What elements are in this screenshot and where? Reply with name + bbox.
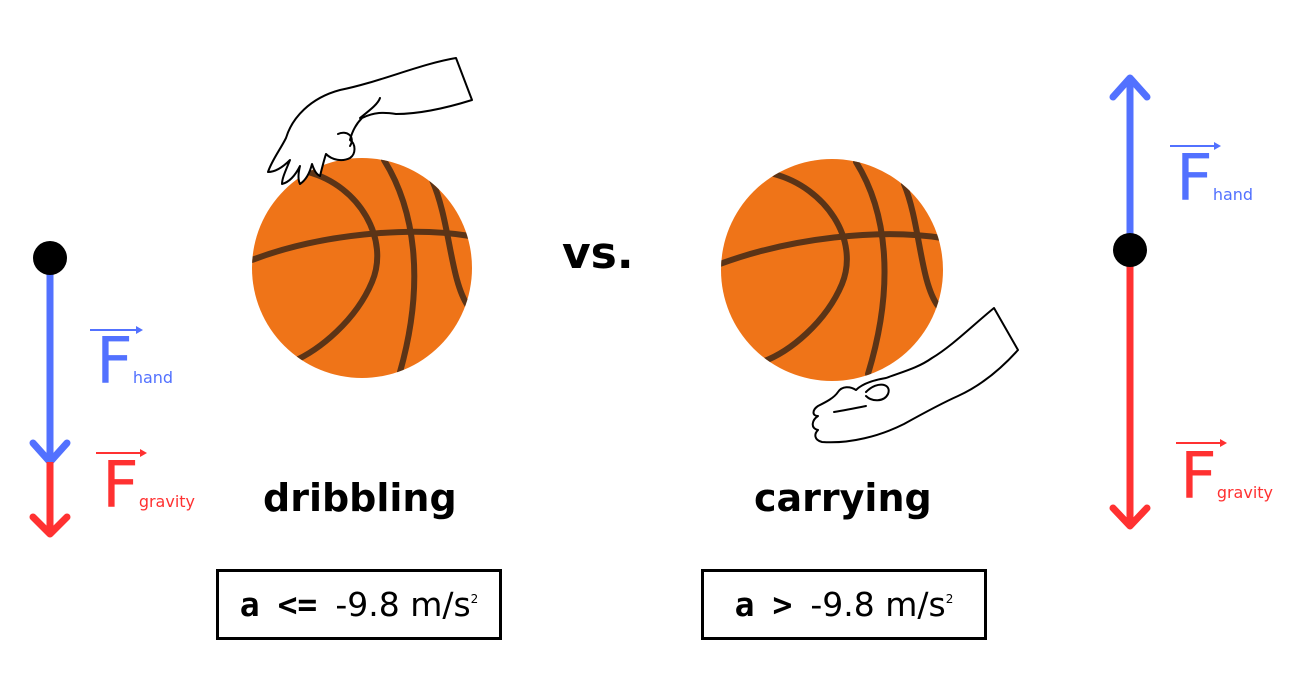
right-hand-force-arrowhead: [1109, 74, 1151, 101]
left-gravity-overbar-head: [140, 449, 147, 457]
force-symbol: F: [96, 325, 133, 399]
right-gravity-force-label: Fgravity: [1180, 445, 1273, 509]
left-gravity-force-label: Fgravity: [102, 454, 195, 518]
equation-exponent: 2: [945, 591, 954, 606]
dribbling-equation-box: a <= -9.8 m/s 2: [216, 569, 502, 640]
right-free-body-diagram: [1109, 74, 1151, 530]
carrying-hand-illustration: [811, 307, 1019, 444]
equation-exponent: 2: [470, 591, 479, 606]
carrying-equation-box: a > -9.8 m/s 2: [701, 569, 987, 640]
left-hand-force-label: Fhand: [96, 330, 173, 394]
vector-overbars: [90, 142, 1227, 457]
vs-separator: vs.: [562, 228, 634, 279]
dribbling-hand-illustration: [267, 57, 473, 185]
force-symbol: F: [1176, 142, 1213, 216]
left-ball-point: [33, 241, 67, 275]
equation-variable: a: [734, 585, 755, 624]
dribbling-caption: dribbling: [263, 476, 457, 520]
right-hand-force-label: Fhand: [1176, 147, 1253, 211]
right-gravity-overbar-head: [1220, 439, 1227, 447]
left-basketball: [252, 158, 472, 378]
left-free-body-diagram: [29, 241, 71, 538]
equation-value: -9.8 m/s: [335, 585, 471, 624]
equation-value: -9.8 m/s: [810, 585, 946, 624]
force-symbol: F: [1180, 440, 1217, 514]
carrying-caption: carrying: [754, 476, 932, 520]
equation-operator: >: [772, 585, 793, 624]
force-symbol: F: [102, 449, 139, 523]
force-subscript: hand: [132, 368, 174, 387]
right-gravity-force-arrowhead: [1109, 504, 1151, 530]
force-subscript: gravity: [1216, 483, 1274, 502]
left-gravity-force-arrowhead: [29, 513, 71, 538]
force-subscript: gravity: [138, 492, 196, 511]
equation-variable: a: [239, 585, 260, 624]
right-ball-point: [1113, 233, 1147, 267]
right-hand-overbar-head: [1214, 142, 1221, 150]
left-hand-overbar-head: [136, 326, 143, 334]
force-subscript: hand: [1212, 185, 1254, 204]
right-basketball: [721, 159, 943, 381]
equation-operator: <=: [277, 585, 318, 624]
